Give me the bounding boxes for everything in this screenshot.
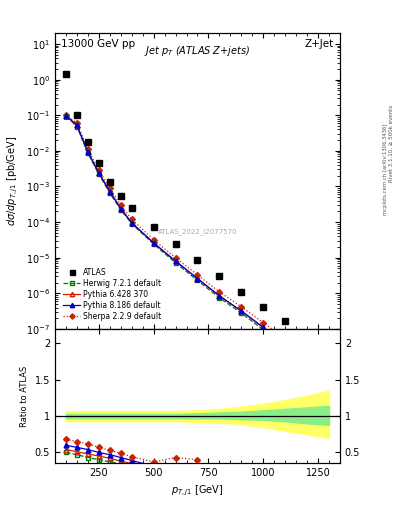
Herwig 7.2.1 default: [195, 278, 200, 284]
Pythia 6.428 370: [118, 205, 123, 211]
Text: mcplots.cern.ch [arXiv:1306.3436]: mcplots.cern.ch [arXiv:1306.3436]: [383, 123, 388, 215]
Herwig 7.2.1 default: [239, 310, 244, 316]
Text: Z+Jet: Z+Jet: [305, 39, 334, 49]
ATLAS: [173, 241, 178, 247]
Herwig 7.2.1 default: [217, 295, 222, 301]
ATLAS: [195, 257, 200, 263]
Y-axis label: $d\sigma/dp_{T,j1}$ [pb/GeV]: $d\sigma/dp_{T,j1}$ [pb/GeV]: [6, 136, 20, 226]
Pythia 8.186 default: [327, 374, 331, 380]
Sherpa 2.2.9 default: [151, 237, 156, 243]
Pythia 8.186 default: [217, 293, 222, 299]
Pythia 6.428 370: [97, 170, 101, 176]
Pythia 6.428 370: [261, 325, 266, 331]
Y-axis label: Ratio to ATLAS: Ratio to ATLAS: [20, 366, 29, 427]
Herwig 7.2.1 default: [151, 241, 156, 247]
Herwig 7.2.1 default: [283, 344, 288, 350]
Pythia 8.186 default: [118, 205, 123, 211]
Pythia 6.428 370: [107, 188, 112, 195]
Pythia 8.186 default: [86, 149, 90, 155]
Pythia 8.186 default: [129, 220, 134, 226]
Pythia 8.186 default: [283, 341, 288, 347]
Pythia 8.186 default: [107, 188, 112, 195]
ATLAS: [75, 112, 79, 118]
Herwig 7.2.1 default: [86, 151, 90, 157]
Pythia 8.186 default: [173, 258, 178, 264]
Pythia 6.428 370: [151, 240, 156, 246]
Sherpa 2.2.9 default: [97, 167, 101, 173]
Text: ATLAS_2022_I2077570: ATLAS_2022_I2077570: [158, 228, 237, 235]
Sherpa 2.2.9 default: [64, 112, 68, 118]
Pythia 6.428 370: [195, 275, 200, 282]
ATLAS: [97, 160, 101, 166]
Herwig 7.2.1 default: [305, 361, 309, 368]
Pythia 8.186 default: [261, 325, 266, 331]
Pythia 6.428 370: [217, 293, 222, 299]
Sherpa 2.2.9 default: [217, 289, 222, 295]
ATLAS: [261, 304, 266, 310]
Sherpa 2.2.9 default: [239, 304, 244, 310]
Text: Jet $p_T$ (ATLAS Z+jets): Jet $p_T$ (ATLAS Z+jets): [144, 44, 251, 58]
Pythia 6.428 370: [283, 341, 288, 347]
Line: Sherpa 2.2.9 default: Sherpa 2.2.9 default: [64, 113, 309, 357]
Pythia 6.428 370: [64, 113, 68, 119]
ATLAS: [217, 273, 222, 280]
Text: Rivet 3.1.10, ≥ 500k events: Rivet 3.1.10, ≥ 500k events: [388, 105, 393, 182]
Pythia 8.186 default: [97, 170, 101, 176]
ATLAS: [305, 334, 309, 340]
ATLAS: [239, 289, 244, 295]
Line: Pythia 6.428 370: Pythia 6.428 370: [64, 113, 310, 363]
Pythia 6.428 370: [173, 258, 178, 264]
ATLAS: [151, 223, 156, 229]
Herwig 7.2.1 default: [129, 221, 134, 227]
Pythia 6.428 370: [129, 220, 134, 226]
Herwig 7.2.1 default: [64, 113, 68, 119]
Pythia 8.186 default: [151, 240, 156, 246]
ATLAS: [107, 179, 112, 185]
Pythia 8.186 default: [195, 275, 200, 282]
Sherpa 2.2.9 default: [261, 319, 266, 326]
Legend: ATLAS, Herwig 7.2.1 default, Pythia 6.428 370, Pythia 8.186 default, Sherpa 2.2.: ATLAS, Herwig 7.2.1 default, Pythia 6.42…: [62, 266, 163, 322]
Line: ATLAS: ATLAS: [63, 72, 332, 358]
ATLAS: [129, 205, 134, 211]
Pythia 6.428 370: [86, 149, 90, 155]
Line: Pythia 8.186 default: Pythia 8.186 default: [64, 113, 331, 379]
Line: Herwig 7.2.1 default: Herwig 7.2.1 default: [64, 114, 331, 387]
ATLAS: [283, 317, 288, 324]
Pythia 6.428 370: [305, 357, 309, 364]
Herwig 7.2.1 default: [118, 207, 123, 213]
Sherpa 2.2.9 default: [195, 272, 200, 278]
Sherpa 2.2.9 default: [75, 120, 79, 126]
Sherpa 2.2.9 default: [305, 352, 309, 358]
Herwig 7.2.1 default: [173, 260, 178, 266]
Pythia 6.428 370: [75, 122, 79, 129]
Pythia 8.186 default: [305, 357, 309, 364]
Sherpa 2.2.9 default: [86, 146, 90, 153]
ATLAS: [64, 71, 68, 77]
Text: 13000 GeV pp: 13000 GeV pp: [61, 39, 135, 49]
ATLAS: [327, 352, 331, 358]
Sherpa 2.2.9 default: [118, 202, 123, 208]
Sherpa 2.2.9 default: [129, 216, 134, 222]
Pythia 8.186 default: [75, 122, 79, 129]
Sherpa 2.2.9 default: [107, 185, 112, 191]
Herwig 7.2.1 default: [75, 123, 79, 130]
Pythia 8.186 default: [239, 308, 244, 314]
ATLAS: [118, 193, 123, 199]
Herwig 7.2.1 default: [327, 381, 331, 388]
Sherpa 2.2.9 default: [283, 336, 288, 342]
Sherpa 2.2.9 default: [173, 254, 178, 261]
Herwig 7.2.1 default: [107, 190, 112, 196]
Herwig 7.2.1 default: [97, 171, 101, 177]
Pythia 6.428 370: [239, 308, 244, 314]
Herwig 7.2.1 default: [261, 327, 266, 333]
ATLAS: [86, 139, 90, 145]
X-axis label: $p_{T,j1}$ [GeV]: $p_{T,j1}$ [GeV]: [171, 484, 224, 498]
Pythia 8.186 default: [64, 113, 68, 119]
